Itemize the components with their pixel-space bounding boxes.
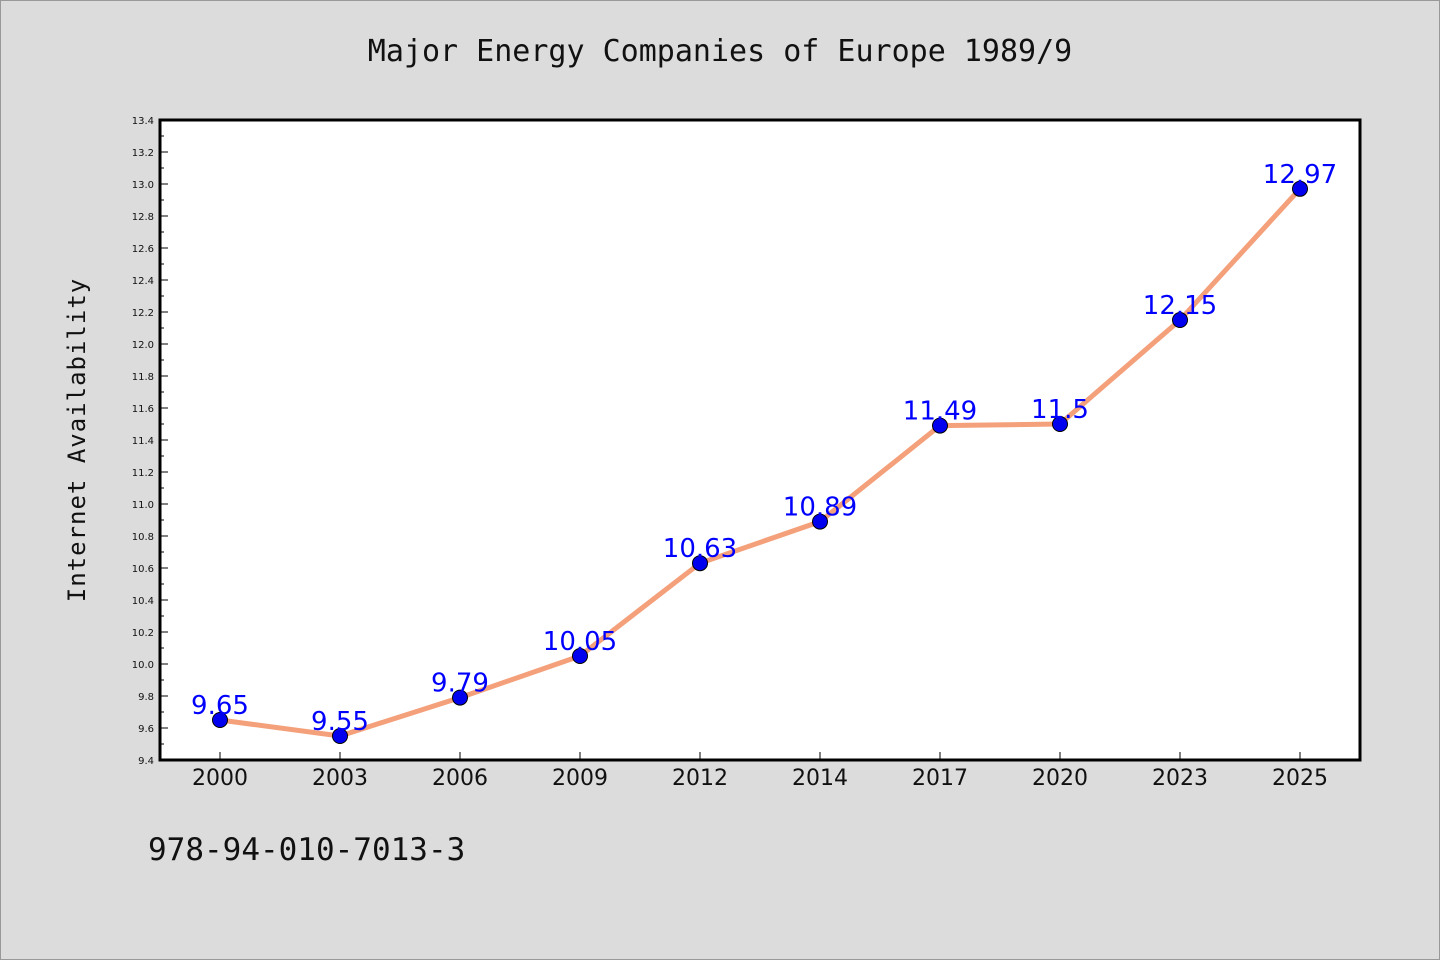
y-tick-label: 11.6 [132,404,154,415]
y-tick-label: 10.0 [132,660,154,671]
data-point [812,513,828,530]
x-tick-label: 2023 [1152,766,1208,791]
y-tick-label: 9.8 [138,692,154,703]
x-tick-label: 2025 [1272,766,1328,791]
x-tick-label: 2009 [552,766,608,791]
plot-area [158,118,1362,762]
data-label: 9.55 [311,707,369,737]
y-tick-label: 9.4 [138,756,154,767]
data-point [932,417,948,434]
data-point [572,648,588,664]
y-tick-label: 11.2 [132,468,154,479]
x-tick-label: 2003 [312,766,368,791]
y-tick-label: 9.6 [138,724,154,735]
x-tick-label: 2014 [792,766,848,791]
data-point [332,728,348,744]
y-tick-label: 13.4 [132,116,154,127]
y-tick-label: 11.4 [132,436,154,447]
series-line [217,186,1303,739]
data-point [1052,416,1068,432]
data-label: 12.97 [1263,160,1337,190]
x-tick-label: 2012 [672,766,728,791]
data-point [452,689,468,706]
y-tick-label: 10.2 [132,628,154,639]
y-tick-label: 12.4 [132,276,154,287]
x-tick-label: 2000 [192,766,248,791]
y-tick-label: 12.8 [132,212,154,223]
y-tick-label: 12.2 [132,308,154,319]
y-tick-label: 10.8 [132,532,154,543]
y-tick-label: 12.0 [132,340,154,351]
data-point [212,712,228,728]
data-point [692,555,708,572]
isbn-text: 978-94-010-7013-3 [148,832,466,868]
data-label: 9.65 [191,691,249,721]
x-tick-label: 2006 [432,766,488,791]
data-label: 10.63 [663,534,737,564]
y-tick-label: 10.6 [132,564,154,575]
data-label: 12.15 [1143,291,1217,321]
y-tick-label: 10.4 [132,596,154,607]
data-point [1292,180,1308,197]
data-point [1172,312,1188,328]
y-tick-label: 11.8 [132,372,154,383]
chart-title: Major Energy Companies of Europe 1989/9 [367,34,1073,69]
data-label: 10.89 [783,493,857,523]
data-label: 11.5 [1031,395,1089,425]
y-tick-label: 12.6 [132,244,154,255]
y-tick-label: 11.0 [132,500,154,511]
x-tick-label: 2017 [912,766,968,791]
data-label: 11.49 [903,397,977,427]
y-axis-label: Internet Availability [63,278,91,602]
x-tick-label: 2020 [1032,766,1088,791]
y-tick-label: 13.2 [132,148,154,159]
y-tick-label: 13.0 [132,180,154,191]
data-label: 9.79 [431,669,489,699]
data-label: 10.05 [543,627,617,657]
